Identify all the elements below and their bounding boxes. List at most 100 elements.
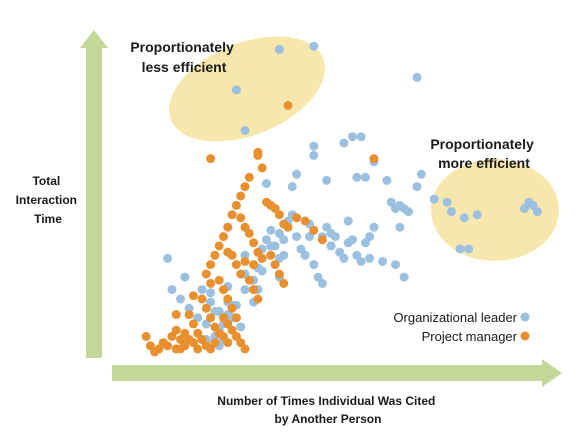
- point-project-manager-41: [188, 319, 198, 329]
- point-organizational-leader-27: [378, 257, 388, 266]
- point-organizational-leader-15: [386, 197, 396, 207]
- point-organizational-leader-14: [382, 175, 392, 185]
- point-project-manager-22: [231, 260, 241, 270]
- point-organizational-leader-86: [326, 241, 336, 251]
- point-organizational-leader-26: [365, 253, 375, 263]
- point-organizational-leader-72: [279, 235, 289, 245]
- point-organizational-leader-37: [532, 207, 542, 217]
- point-organizational-leader-109: [167, 285, 177, 295]
- point-organizational-leader-43: [464, 244, 474, 254]
- annotation-less-efficient: Proportionately less efficient: [130, 39, 237, 75]
- point-organizational-leader-64: [257, 266, 267, 276]
- point-project-manager-85: [240, 257, 250, 266]
- point-project-manager-27: [279, 278, 289, 288]
- point-organizational-leader-5: [339, 138, 349, 148]
- point-organizational-leader-45: [163, 253, 173, 263]
- point-project-manager-73: [206, 260, 216, 270]
- point-project-manager-77: [223, 222, 233, 232]
- point-organizational-leader-42: [455, 244, 465, 254]
- point-organizational-leader-9: [309, 150, 319, 160]
- point-organizational-leader-82: [313, 272, 323, 282]
- x-axis-arrowhead: [542, 359, 562, 387]
- less-efficient-region: [169, 36, 325, 142]
- point-project-manager-32: [219, 285, 228, 295]
- point-organizational-leader-33: [292, 169, 302, 179]
- point-project-manager-47: [167, 331, 177, 341]
- point-project-manager-26: [274, 269, 284, 279]
- point-project-manager-28: [244, 275, 254, 285]
- point-project-manager-29: [249, 285, 259, 295]
- legend-label-project-manager: Project manager: [422, 329, 518, 344]
- point-project-manager-39: [210, 322, 220, 332]
- point-project-manager-1: [206, 154, 216, 164]
- point-project-manager-3: [253, 147, 263, 157]
- point-organizational-leader-48: [206, 288, 216, 298]
- point-organizational-leader-83: [317, 278, 327, 288]
- annotation-more-efficient-line-1: Proportionately: [430, 136, 534, 152]
- point-project-manager-40: [184, 310, 194, 320]
- point-organizational-leader-34: [520, 204, 529, 213]
- point-organizational-leader-95: [365, 232, 375, 242]
- point-project-manager-5: [292, 213, 302, 223]
- point-project-manager-58: [193, 344, 203, 354]
- annotation-more-efficient: Proportionately more efficient: [430, 136, 537, 171]
- point-project-manager-6: [300, 216, 310, 226]
- point-organizational-leader-38: [442, 197, 452, 207]
- point-organizational-leader-28: [391, 260, 400, 270]
- point-organizational-leader-87: [330, 232, 340, 242]
- point-organizational-leader-93: [356, 257, 366, 266]
- point-organizational-leader-12: [352, 172, 362, 182]
- y-axis-title: Total Interaction Time: [16, 174, 81, 226]
- point-organizational-leader-7: [356, 132, 366, 142]
- x-axis-title-line-2: by Another Person: [275, 412, 382, 426]
- annotation-less-efficient-line-2: less efficient: [142, 59, 227, 75]
- point-organizational-leader-22: [395, 222, 405, 232]
- legend-marker-organizational-leader: [520, 312, 530, 322]
- point-project-manager-75: [214, 241, 224, 251]
- point-organizational-leader-6: [348, 132, 357, 142]
- legend-label-organizational-leader: Organizational leader: [393, 310, 517, 325]
- point-organizational-leader-77: [296, 244, 306, 254]
- point-project-manager-7: [309, 225, 319, 235]
- point-project-manager-67: [206, 344, 216, 354]
- point-organizational-leader-4: [240, 126, 250, 135]
- point-organizational-leader-100: [197, 285, 207, 295]
- point-organizational-leader-51: [214, 306, 224, 316]
- point-project-manager-84: [223, 247, 233, 257]
- y-axis-arrowhead: [80, 30, 108, 48]
- x-axis-title-line-1: Number of Times Individual Was Cited: [217, 394, 435, 408]
- point-organizational-leader-89: [339, 253, 349, 263]
- point-organizational-leader-30: [343, 216, 353, 226]
- point-organizational-leader-108: [176, 294, 185, 304]
- x-axis-shaft: [112, 365, 542, 381]
- annotation-less-efficient-line-1: Proportionately: [130, 39, 234, 55]
- point-project-manager-80: [236, 191, 246, 201]
- point-organizational-leader-46: [180, 272, 190, 282]
- point-project-manager-37: [201, 303, 211, 313]
- point-organizational-leader-41: [472, 210, 482, 220]
- point-project-manager-0: [283, 101, 293, 110]
- point-project-manager-63: [236, 338, 246, 348]
- point-organizational-leader-69: [270, 241, 280, 251]
- point-project-manager-18: [249, 238, 259, 248]
- y-axis-title-line-1: Total: [32, 174, 60, 188]
- point-project-manager-51: [145, 341, 155, 351]
- point-project-manager-25: [270, 260, 280, 270]
- point-project-manager-49: [158, 338, 168, 348]
- point-organizational-leader-1: [309, 41, 319, 51]
- point-project-manager-88: [188, 291, 198, 301]
- point-organizational-leader-40: [459, 213, 469, 223]
- point-organizational-leader-31: [262, 179, 271, 188]
- point-organizational-leader-78: [300, 250, 310, 260]
- point-project-manager-87: [206, 278, 216, 288]
- point-organizational-leader-44: [429, 194, 439, 204]
- point-organizational-leader-39: [446, 207, 456, 217]
- point-organizational-leader-19: [412, 182, 422, 192]
- point-organizational-leader-29: [399, 272, 409, 282]
- point-project-manager-17: [244, 228, 254, 238]
- point-project-manager-86: [249, 260, 259, 270]
- point-organizational-leader-96: [240, 250, 250, 260]
- highlight-regions: [169, 36, 559, 261]
- axes: [80, 30, 562, 387]
